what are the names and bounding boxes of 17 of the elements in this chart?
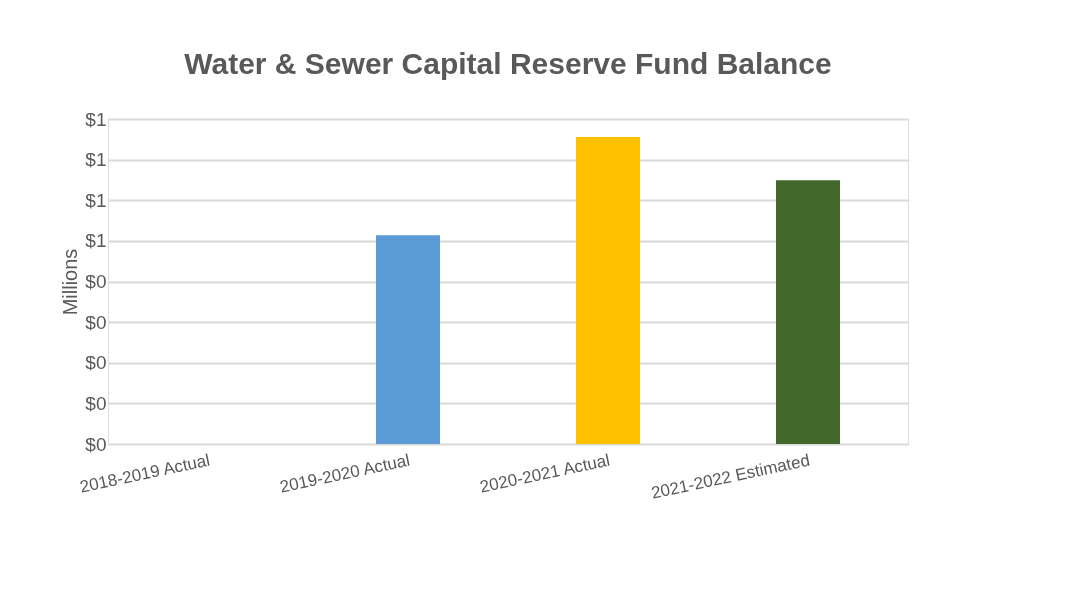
y-tick-label: $0 (85, 271, 107, 292)
y-tick-label: $0 (85, 311, 107, 333)
y-tick-label: $1 (85, 108, 107, 130)
x-tick-label: 2020-2021 Actual (478, 450, 612, 497)
y-tick-label: $0 (85, 352, 107, 374)
y-tick-label: $0 (85, 433, 107, 455)
chart-title: Water & Sewer Capital Reserve Fund Balance (184, 47, 832, 80)
y-tick-label: $1 (85, 189, 107, 211)
bar (576, 136, 640, 444)
x-tick-label: 2019-2020 Actual (278, 450, 412, 497)
bar (776, 180, 840, 444)
bar (376, 235, 440, 444)
y-axis-title: Millions (59, 248, 82, 316)
y-tick-label: $1 (85, 230, 107, 252)
y-tick-label: $0 (85, 392, 107, 414)
y-tick-label: $1 (85, 149, 107, 171)
x-tick-label: 2021-2022 Estimated (649, 450, 812, 503)
